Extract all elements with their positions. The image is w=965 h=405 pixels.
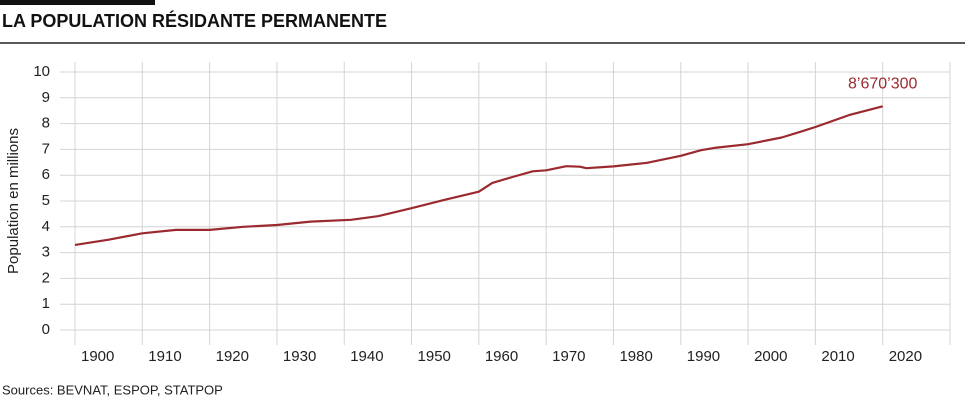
y-axis-label: Population en millions [5,128,22,274]
source: Sources: BEVNAT, ESPOP, STATPOP [2,382,223,397]
data-line [74,105,883,246]
x-tick-label: 1920 [216,348,249,365]
x-tick-label: 1960 [485,348,518,365]
y-tick-label: 10 [33,63,50,80]
x-tick-label: 1910 [148,348,181,365]
y-tick-label: 3 [42,244,50,261]
title-bar [0,0,155,5]
x-tick-label: 1980 [619,348,652,365]
x-tick-label: 2020 [889,348,922,365]
x-tick-label: 2000 [754,348,787,365]
x-tick-label: 2010 [821,348,854,365]
x-tick-label: 1990 [687,348,720,365]
x-tick-label: 1970 [552,348,585,365]
y-tick-label: 1 [42,295,50,312]
chart-title: LA POPULATION RÉSIDANTE PERMANENTE [2,10,387,31]
y-tick-label: 2 [42,269,50,286]
x-tick-label: 1940 [350,348,383,365]
y-tick-label: 8 [42,115,50,132]
y-tick-label: 9 [42,89,50,106]
y-tick-label: 0 [42,321,50,338]
x-tick-label: 1900 [81,348,114,365]
x-tick-label: 1950 [418,348,451,365]
y-tick-label: 4 [42,218,50,235]
y-tick-label: 5 [42,192,50,209]
y-tick-label: 7 [42,140,50,157]
annotation: 8’670’300 [848,76,918,93]
x-tick-label: 1930 [283,348,316,365]
y-tick-label: 6 [42,166,50,183]
